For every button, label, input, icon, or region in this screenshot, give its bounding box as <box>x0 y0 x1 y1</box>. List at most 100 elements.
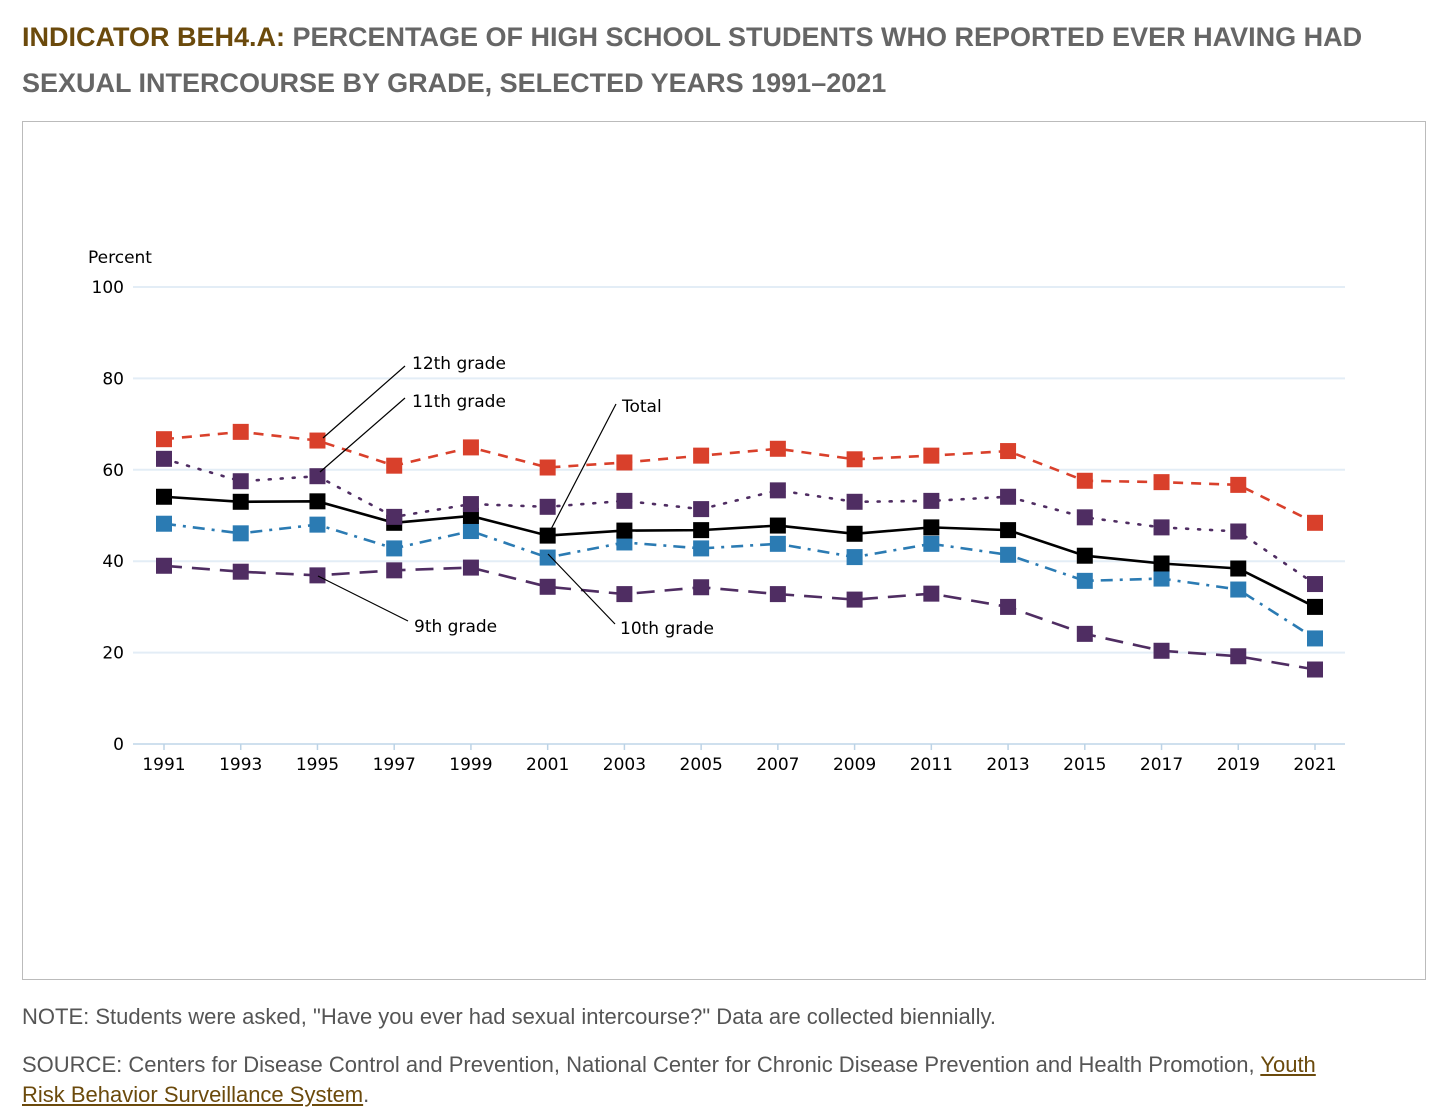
data-point <box>1076 509 1093 526</box>
data-point <box>232 525 249 542</box>
data-point <box>693 447 710 464</box>
y-tick-label: 60 <box>102 461 124 481</box>
callout-line <box>547 403 617 536</box>
data-point <box>923 447 940 464</box>
x-tick-label: 1991 <box>142 755 185 775</box>
data-point <box>156 450 172 467</box>
y-tick-label: 80 <box>102 369 124 389</box>
data-point <box>769 517 786 534</box>
data-point <box>846 591 863 608</box>
callout-line <box>547 553 616 625</box>
callout-line <box>317 575 409 622</box>
x-tick-label: 2015 <box>1063 755 1106 775</box>
source-suffix: . <box>363 1082 370 1107</box>
data-point <box>769 482 786 499</box>
x-tick-label: 2013 <box>986 755 1029 775</box>
data-point <box>1307 661 1323 678</box>
data-point <box>846 493 863 510</box>
data-point <box>1153 642 1170 659</box>
data-point <box>1307 514 1323 531</box>
series-label: 12th grade <box>412 354 506 374</box>
data-point <box>462 559 479 576</box>
data-point <box>1230 560 1247 577</box>
data-point <box>616 492 633 509</box>
data-point <box>309 567 326 584</box>
data-point <box>1153 570 1170 587</box>
callout-line <box>319 397 406 473</box>
line-chart: 0 20 40 60 80 100 Percent 1991 1993 1995 1997 1999 2… <box>88 248 1345 775</box>
data-point <box>386 540 403 557</box>
x-tick-label: 2005 <box>680 755 723 775</box>
data-point <box>693 522 710 539</box>
note: NOTE: Students were asked, "Have you eve… <box>22 1004 996 1029</box>
data-point <box>923 535 940 552</box>
series-line-12th-grade <box>163 430 1316 524</box>
data-point <box>1076 625 1093 642</box>
data-point <box>923 492 940 509</box>
y-tick-label: 100 <box>92 278 124 298</box>
data-point <box>309 516 326 533</box>
series-label: 9th grade <box>414 617 497 637</box>
yrbss-link[interactable]: Youth Risk Behavior Surveillance System <box>22 1052 1316 1107</box>
x-tick-label: 1995 <box>296 755 339 775</box>
data-point <box>539 578 556 595</box>
data-point <box>232 563 249 580</box>
data-point <box>769 586 786 603</box>
series-label: 11th grade <box>412 392 506 412</box>
data-point <box>462 523 479 540</box>
data-point <box>539 527 556 544</box>
data-point <box>462 496 479 513</box>
data-point <box>309 468 326 485</box>
title-text: PERCENTAGE OF HIGH SCHOOL STUDENTS WHO R… <box>22 22 1363 98</box>
series-line-9th-grade <box>163 564 1316 671</box>
x-tick-label: 2009 <box>833 755 876 775</box>
data-point <box>156 431 172 448</box>
data-point <box>386 457 403 474</box>
series-line-total <box>163 495 1316 609</box>
x-tick-label: 1999 <box>449 755 492 775</box>
data-point <box>1230 581 1247 598</box>
y-axis-label: Percent <box>88 248 152 268</box>
series-label: Total <box>621 397 662 417</box>
series-label: 10th grade <box>620 619 714 639</box>
x-tick-label: 1997 <box>373 755 416 775</box>
data-point <box>1153 519 1170 536</box>
data-point <box>1000 488 1017 505</box>
data-point <box>1076 472 1093 489</box>
data-point <box>846 525 863 542</box>
data-point <box>1000 443 1017 460</box>
data-point <box>156 488 172 505</box>
data-point <box>923 519 940 536</box>
data-point <box>1307 576 1323 593</box>
indicator-id: INDICATOR BEH4.A: <box>22 22 286 52</box>
data-point <box>693 501 710 518</box>
x-tick-label: 2019 <box>1217 755 1260 775</box>
chart-frame <box>22 121 1426 980</box>
y-tick-label: 0 <box>113 735 124 755</box>
source-text: SOURCE: Centers for Disease Control and … <box>22 1052 1261 1077</box>
data-point <box>386 562 403 579</box>
data-point <box>1000 598 1017 615</box>
data-point <box>232 493 249 510</box>
series-line-10th-grade <box>163 522 1316 640</box>
data-point <box>846 451 863 468</box>
data-point <box>693 540 710 557</box>
x-tick-label: 2001 <box>526 755 569 775</box>
x-tick-label: 2017 <box>1140 755 1183 775</box>
data-point <box>846 549 863 566</box>
data-point <box>539 498 556 515</box>
series-line-11th-grade <box>162 457 1317 586</box>
data-point <box>1153 555 1170 572</box>
data-point <box>1230 523 1247 540</box>
data-point <box>156 515 172 532</box>
data-point <box>1000 522 1017 539</box>
x-tick-label: 1993 <box>219 755 262 775</box>
callout-line <box>322 365 406 439</box>
data-point <box>1076 547 1093 564</box>
data-point <box>309 493 326 510</box>
data-point <box>309 432 326 449</box>
data-point <box>1230 476 1247 493</box>
data-point <box>1307 598 1323 615</box>
data-point <box>156 557 172 574</box>
data-point <box>769 535 786 552</box>
